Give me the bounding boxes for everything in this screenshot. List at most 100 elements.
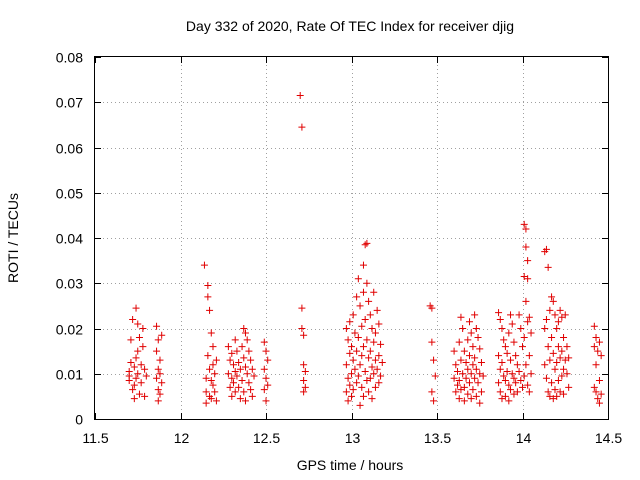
data-point bbox=[348, 370, 355, 378]
data-point bbox=[240, 325, 248, 332]
y-tick-label: 0 bbox=[75, 412, 83, 428]
data-point bbox=[459, 370, 467, 378]
data-point bbox=[137, 361, 145, 369]
data-point bbox=[365, 297, 373, 305]
data-point bbox=[153, 374, 161, 382]
data-point bbox=[590, 383, 598, 391]
data-point bbox=[241, 329, 249, 337]
data-point bbox=[344, 397, 352, 405]
data-point bbox=[592, 388, 600, 396]
data-point bbox=[358, 322, 366, 330]
data-point bbox=[503, 349, 511, 357]
data-point bbox=[137, 379, 145, 387]
data-point bbox=[363, 336, 371, 344]
data-point bbox=[505, 397, 513, 405]
data-point bbox=[247, 386, 255, 394]
data-point bbox=[206, 365, 214, 373]
data-point bbox=[474, 379, 482, 387]
y-tick-label: 0.07 bbox=[56, 95, 83, 111]
data-points bbox=[125, 91, 605, 409]
data-point bbox=[241, 363, 249, 371]
data-point bbox=[359, 343, 367, 351]
data-point bbox=[474, 334, 482, 342]
data-point bbox=[371, 329, 379, 337]
data-point bbox=[230, 361, 238, 369]
data-point bbox=[366, 347, 374, 355]
data-point bbox=[368, 325, 376, 332]
data-point bbox=[428, 388, 436, 396]
data-point bbox=[378, 358, 386, 366]
data-point bbox=[503, 367, 511, 375]
data-point bbox=[561, 311, 569, 319]
data-point bbox=[548, 379, 556, 387]
data-point bbox=[472, 365, 480, 373]
data-point bbox=[513, 361, 521, 369]
data-point bbox=[553, 358, 561, 366]
data-point bbox=[353, 379, 361, 387]
data-point bbox=[460, 347, 468, 355]
data-point bbox=[457, 313, 465, 321]
data-point bbox=[207, 329, 215, 337]
data-point bbox=[135, 334, 143, 342]
data-point bbox=[348, 392, 355, 400]
x-tick-label: 12 bbox=[174, 430, 190, 446]
data-point bbox=[496, 365, 504, 373]
data-point bbox=[556, 306, 564, 314]
data-point bbox=[551, 365, 559, 373]
data-point bbox=[370, 288, 378, 296]
x-tick-label: 14.5 bbox=[595, 430, 622, 446]
data-point bbox=[127, 358, 135, 366]
data-point bbox=[359, 288, 367, 296]
data-point bbox=[204, 282, 212, 290]
data-point bbox=[346, 349, 354, 357]
data-point bbox=[212, 356, 220, 364]
data-point bbox=[525, 313, 533, 321]
y-tick-label: 0.08 bbox=[56, 50, 83, 66]
data-point bbox=[365, 354, 373, 362]
data-point bbox=[464, 390, 472, 398]
data-point bbox=[464, 365, 472, 373]
data-point bbox=[204, 352, 212, 360]
data-point bbox=[590, 343, 598, 351]
data-point bbox=[541, 325, 549, 332]
data-point bbox=[224, 370, 232, 378]
data-point bbox=[522, 361, 530, 369]
data-point bbox=[455, 377, 463, 385]
data-point bbox=[134, 370, 142, 378]
data-point bbox=[554, 377, 562, 385]
data-point bbox=[465, 318, 473, 326]
data-point bbox=[431, 372, 439, 380]
data-point bbox=[238, 343, 246, 351]
data-point bbox=[452, 388, 460, 396]
y-tick-label: 0.01 bbox=[56, 367, 83, 383]
data-point bbox=[467, 395, 475, 403]
data-point bbox=[132, 374, 140, 382]
x-tick-label: 14 bbox=[516, 430, 532, 446]
data-point bbox=[471, 354, 479, 362]
data-point bbox=[594, 395, 602, 403]
data-point bbox=[524, 275, 532, 283]
data-point bbox=[452, 361, 460, 369]
data-point bbox=[595, 377, 603, 385]
data-point bbox=[500, 372, 508, 380]
data-point bbox=[524, 257, 532, 265]
data-point bbox=[500, 336, 508, 344]
data-point bbox=[354, 275, 362, 283]
data-point bbox=[368, 363, 376, 371]
data-point bbox=[230, 379, 238, 387]
data-point bbox=[363, 279, 371, 287]
y-tick-label: 0.02 bbox=[56, 322, 83, 338]
data-point bbox=[592, 361, 600, 369]
data-point bbox=[300, 331, 308, 339]
data-point bbox=[371, 383, 379, 391]
data-point bbox=[517, 377, 525, 385]
data-point bbox=[505, 329, 513, 337]
data-point bbox=[349, 311, 357, 319]
data-point bbox=[454, 381, 462, 389]
data-point bbox=[141, 365, 149, 373]
data-point bbox=[515, 311, 523, 319]
data-point bbox=[260, 338, 268, 346]
data-point bbox=[527, 370, 535, 378]
data-point bbox=[226, 383, 234, 391]
data-point bbox=[260, 386, 268, 394]
